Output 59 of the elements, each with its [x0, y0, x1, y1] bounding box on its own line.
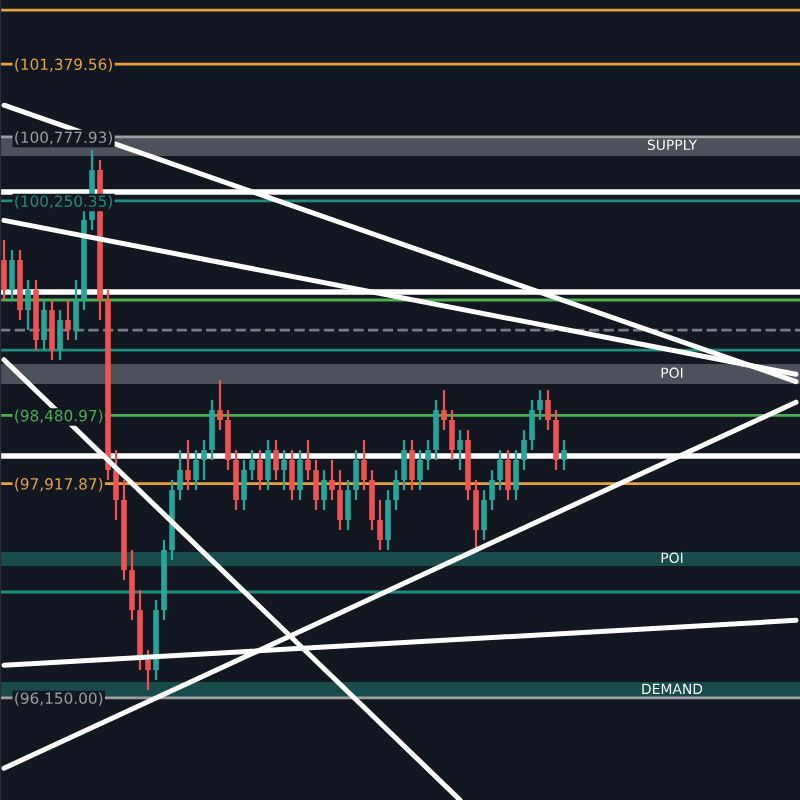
candlestick	[521, 428, 527, 472]
candlestick	[489, 468, 495, 512]
candlestick	[185, 438, 191, 492]
candlestick	[345, 478, 351, 532]
candlestick	[9, 248, 15, 302]
candlestick	[529, 398, 535, 452]
candlestick	[561, 438, 567, 472]
candlestick	[145, 648, 151, 692]
candlestick	[233, 448, 239, 512]
candlestick	[297, 448, 303, 502]
candlestick	[241, 458, 247, 512]
candlestick	[417, 448, 423, 492]
candlestick	[281, 448, 287, 492]
candlestick	[393, 468, 399, 512]
candlestick	[473, 478, 479, 552]
candlestick	[273, 438, 279, 482]
candlestick	[361, 438, 367, 492]
candlestick	[225, 408, 231, 472]
candlestick	[177, 448, 183, 502]
candlestick	[49, 298, 55, 362]
candlestick	[401, 438, 407, 492]
candlestick	[425, 438, 431, 472]
candlestick	[249, 448, 255, 482]
candlestick	[505, 448, 511, 502]
candlestick	[113, 448, 119, 522]
candlestick	[441, 388, 447, 432]
candlestick	[257, 448, 263, 492]
candlestick	[201, 438, 207, 482]
candlestick	[433, 398, 439, 462]
candlestick	[377, 498, 383, 552]
candlestick	[57, 308, 63, 362]
candlestick	[369, 468, 375, 532]
candlestick	[73, 278, 79, 342]
candlestick	[409, 438, 415, 492]
candlestick	[41, 298, 47, 352]
candlestick	[305, 438, 311, 482]
candlestick	[193, 448, 199, 492]
candlestick	[497, 448, 503, 492]
candlestick	[513, 448, 519, 502]
candlestick	[65, 298, 71, 342]
candlestick	[1, 238, 7, 302]
candlestick	[209, 398, 215, 462]
candlestick	[457, 428, 463, 472]
candlestick	[289, 448, 295, 502]
candlestick	[129, 548, 135, 622]
candlestick	[25, 278, 31, 332]
candlestick	[537, 388, 543, 422]
candlestick	[329, 458, 335, 502]
candlestick	[337, 468, 343, 532]
candlestick	[481, 488, 487, 542]
candlestick	[313, 458, 319, 512]
candlestick	[545, 388, 551, 432]
candlestick	[265, 438, 271, 492]
candlestick	[449, 408, 455, 462]
candlestick	[217, 378, 223, 432]
candlestick	[385, 488, 391, 552]
candlestick	[321, 468, 327, 512]
candlestick	[353, 448, 359, 502]
candlestick	[553, 408, 559, 472]
